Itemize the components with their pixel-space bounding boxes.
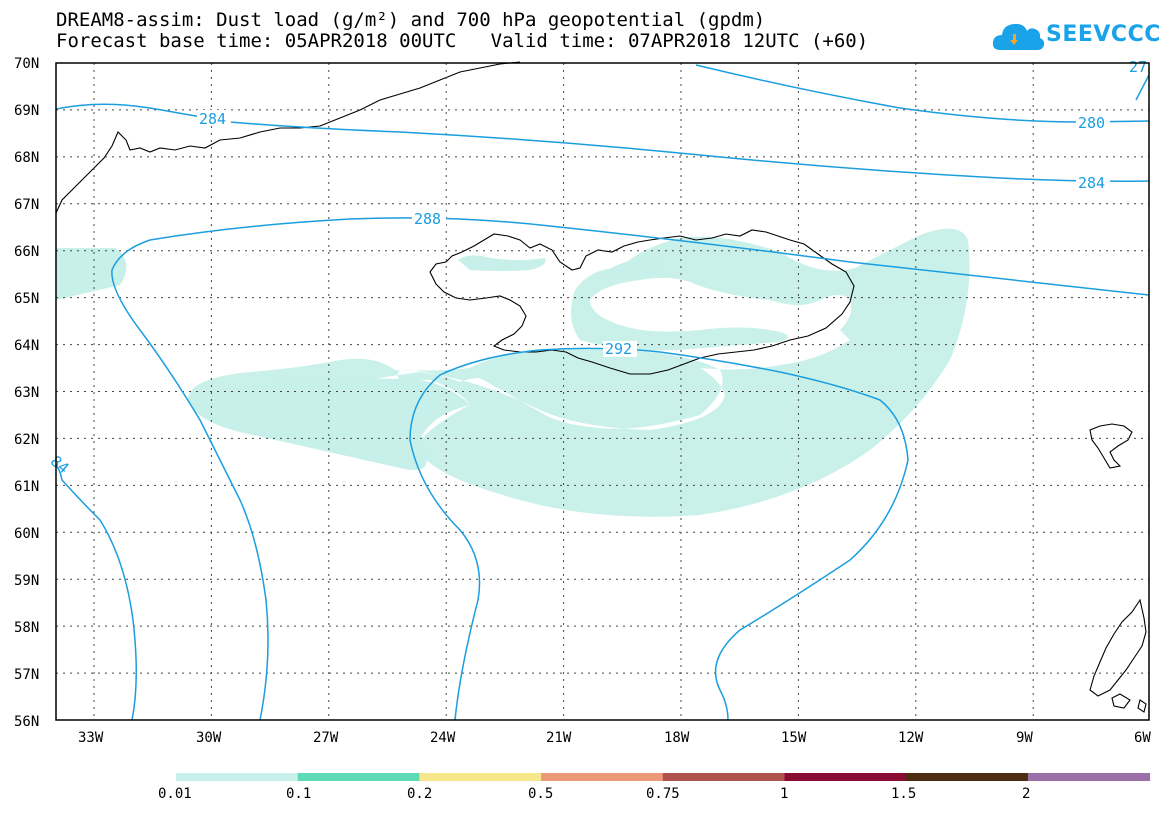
lat-label: 70N bbox=[14, 56, 39, 72]
lon-label: 12W bbox=[898, 730, 924, 746]
legend-label: 1 bbox=[780, 786, 788, 802]
contour-label-288: 288 bbox=[414, 210, 441, 228]
graticule bbox=[56, 63, 1149, 720]
lat-label: 60N bbox=[14, 526, 39, 542]
contour-label-84: 84 bbox=[47, 452, 72, 477]
legend-swatch bbox=[662, 773, 785, 781]
contour-label-284-east: 284 bbox=[1078, 174, 1105, 192]
lat-label: 58N bbox=[14, 620, 39, 636]
lat-label: 62N bbox=[14, 432, 39, 448]
lat-label: 68N bbox=[14, 150, 39, 166]
lon-label: 27W bbox=[313, 730, 339, 746]
legend-swatch bbox=[297, 773, 420, 781]
lon-label: 9W bbox=[1016, 730, 1033, 746]
contour-labels: 284 280 284 288 292 84 27 bbox=[47, 58, 1147, 477]
lon-label: 21W bbox=[546, 730, 572, 746]
legend-swatch bbox=[419, 773, 542, 781]
latitude-axis: 70N 69N 68N 67N 66N 65N 64N 63N 62N 61N … bbox=[14, 56, 39, 730]
lat-label: 67N bbox=[14, 197, 39, 213]
longitude-axis: 33W 30W 27W 24W 21W 18W 15W 12W 9W 6W bbox=[78, 730, 1151, 746]
lat-label: 57N bbox=[14, 667, 39, 683]
lat-label: 69N bbox=[14, 103, 39, 119]
contour-label-284-north: 284 bbox=[199, 110, 226, 128]
lon-label: 30W bbox=[196, 730, 222, 746]
lat-label: 56N bbox=[14, 714, 39, 730]
lat-label: 66N bbox=[14, 244, 39, 260]
legend-label: 0.75 bbox=[646, 786, 680, 802]
lon-label: 24W bbox=[430, 730, 456, 746]
lat-label: 63N bbox=[14, 385, 39, 401]
legend-labels: 0.01 0.1 0.2 0.5 0.75 1 1.5 2 bbox=[158, 786, 1030, 802]
contour-label-27: 27 bbox=[1129, 58, 1147, 76]
contour-label-280: 280 bbox=[1078, 114, 1105, 132]
legend-label: 0.2 bbox=[407, 786, 432, 802]
map-title: DREAM8-assim: Dust load (g/m²) and 700 h… bbox=[56, 9, 766, 31]
lon-label: 15W bbox=[781, 730, 807, 746]
legend-swatch bbox=[906, 773, 1029, 781]
legend-label: 0.01 bbox=[158, 786, 192, 802]
cloud-icon bbox=[992, 23, 1045, 50]
legend-label: 2 bbox=[1022, 786, 1030, 802]
legend-label: 1.5 bbox=[891, 786, 916, 802]
geopotential-contours bbox=[55, 64, 1150, 721]
coastlines bbox=[55, 61, 1147, 713]
lat-label: 61N bbox=[14, 479, 39, 495]
legend-swatch bbox=[1027, 773, 1151, 781]
dust-load-shading bbox=[56, 228, 970, 517]
lat-label: 64N bbox=[14, 338, 39, 354]
legend-swatch bbox=[176, 773, 299, 781]
seevccc-logo: SEEVCCC bbox=[990, 16, 1160, 60]
lat-label: 59N bbox=[14, 573, 39, 589]
map-subtitle: Forecast base time: 05APR2018 00UTC Vali… bbox=[56, 30, 869, 52]
legend-swatch bbox=[541, 773, 664, 781]
lon-label: 6W bbox=[1134, 730, 1151, 746]
logo-text: SEEVCCC bbox=[1046, 22, 1161, 47]
lon-label: 18W bbox=[664, 730, 690, 746]
contour-label-292: 292 bbox=[605, 340, 632, 358]
colorbar-legend bbox=[176, 773, 1151, 781]
map-frame bbox=[55, 62, 1150, 721]
legend-swatch bbox=[784, 773, 907, 781]
lat-label: 65N bbox=[14, 291, 39, 307]
legend-label: 0.1 bbox=[286, 786, 311, 802]
legend-label: 0.5 bbox=[528, 786, 553, 802]
lon-label: 33W bbox=[78, 730, 104, 746]
